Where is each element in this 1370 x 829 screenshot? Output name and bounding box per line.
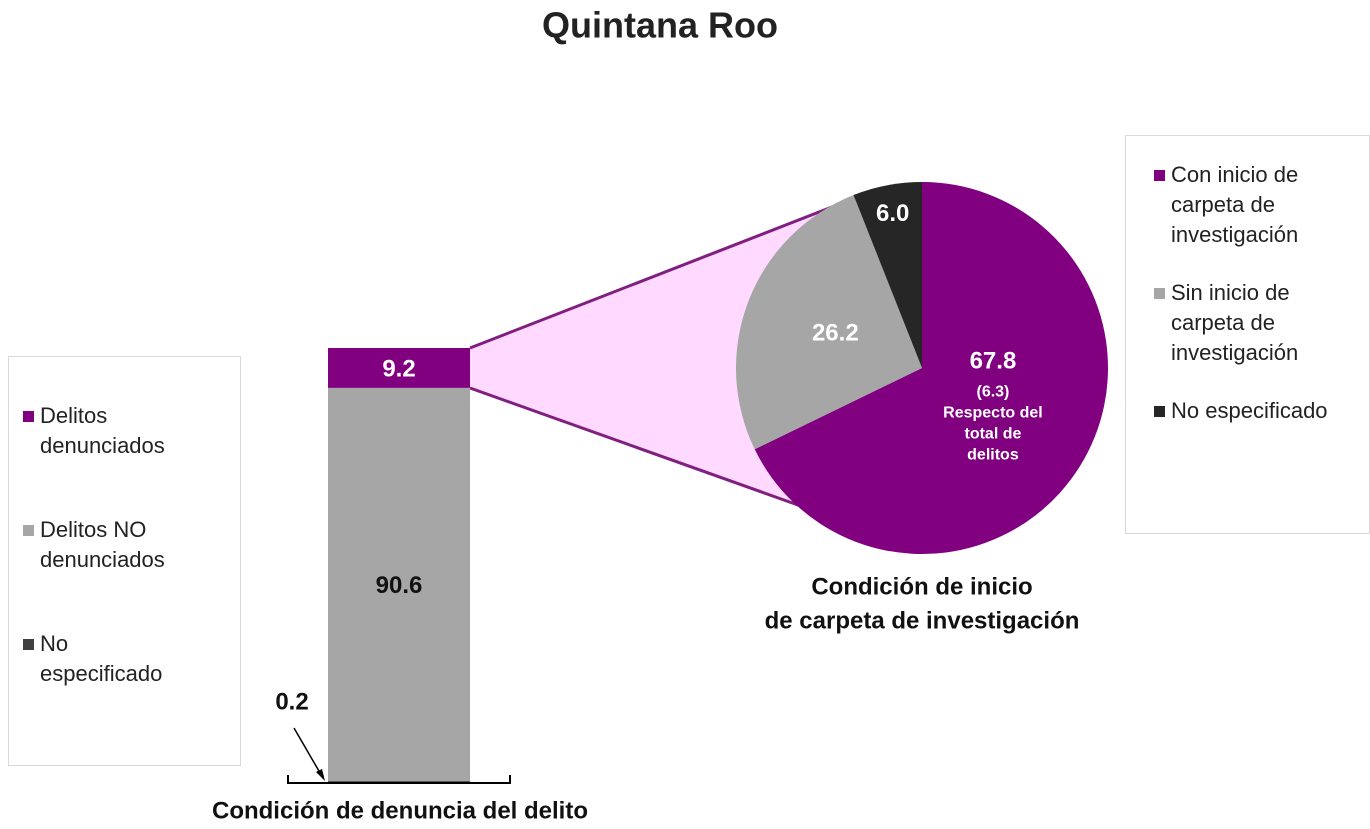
legend-label: No especificado bbox=[1171, 398, 1328, 423]
bar-segment bbox=[328, 781, 470, 782]
data-label: 9.2 bbox=[382, 355, 415, 382]
legend-item: Con inicio de carpeta de investigación bbox=[1154, 160, 1369, 250]
legend-item: Delitos NO denunciados bbox=[23, 515, 240, 575]
legend-swatch bbox=[1154, 406, 1165, 417]
legend-item: Sin inicio de carpeta de investigación bbox=[1154, 278, 1369, 368]
legend: Con inicio de carpeta de investigación Si… bbox=[1125, 135, 1370, 534]
page-title: Quintana Roo bbox=[542, 5, 778, 46]
data-label: 67.8 bbox=[970, 348, 1017, 375]
data-label: 26.2 bbox=[812, 320, 859, 347]
arrow-head bbox=[316, 769, 325, 781]
legend-label: Sin inicio de carpeta de investigación bbox=[1171, 280, 1299, 365]
annotation: Respecto del bbox=[943, 405, 1043, 422]
legend-swatch bbox=[1154, 170, 1165, 181]
pie-title: de carpeta de investigación bbox=[765, 607, 1080, 634]
data-label: 6.0 bbox=[876, 200, 909, 227]
legend: Delitos denunciados Delitos NO denunciado… bbox=[8, 356, 241, 766]
pie-title: Condición de inicio bbox=[811, 573, 1032, 600]
data-label: 0.2 bbox=[275, 688, 308, 715]
label-arrow bbox=[293, 727, 324, 779]
connector-line bbox=[469, 196, 856, 350]
legend-swatch bbox=[23, 639, 34, 650]
annotation: delitos bbox=[967, 447, 1019, 464]
pie-slice bbox=[754, 182, 1109, 554]
data-label: 90.6 bbox=[376, 572, 423, 599]
legend-item: Delitos denunciados bbox=[23, 401, 240, 461]
bar-segment bbox=[328, 387, 470, 782]
annotation: total de bbox=[965, 426, 1022, 443]
legend-label: Delitos denunciados bbox=[40, 403, 165, 458]
legend-label: Con inicio de carpeta de investigación bbox=[1171, 162, 1299, 247]
legend-swatch bbox=[23, 525, 34, 536]
legend-swatch bbox=[1154, 288, 1165, 299]
bar-title: Condición de denuncia del delito bbox=[212, 797, 588, 824]
bar-segment bbox=[328, 348, 470, 388]
annotation: (6.3) bbox=[976, 384, 1009, 401]
legend-label: No especificado bbox=[40, 631, 163, 686]
legend-item: No especificado bbox=[1154, 396, 1369, 426]
pie-slice bbox=[735, 195, 922, 450]
pie-slice bbox=[853, 182, 922, 368]
axis-bracket bbox=[287, 775, 511, 784]
legend-swatch bbox=[23, 411, 34, 422]
legend-item: No especificado bbox=[23, 629, 240, 689]
legend-label: Delitos NO denunciados bbox=[40, 517, 165, 572]
connector-line bbox=[469, 386, 827, 517]
